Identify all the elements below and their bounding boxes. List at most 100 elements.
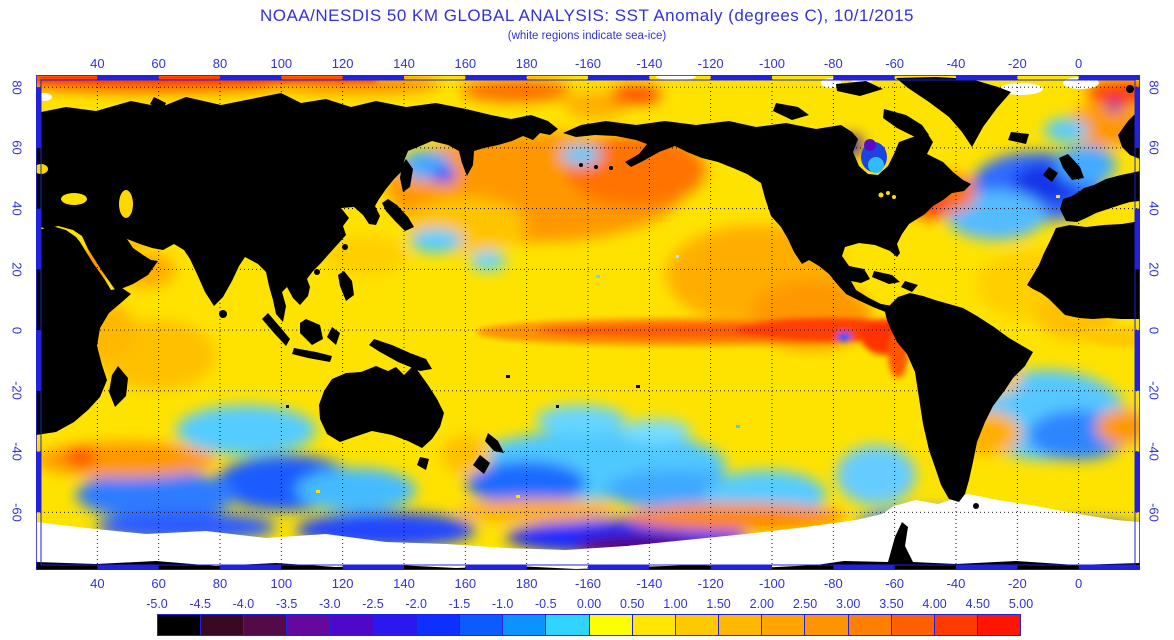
frame-zebra-segment	[36, 330, 41, 391]
frame-zebra-segment	[588, 565, 650, 570]
lat-label-right: 0	[1146, 326, 1162, 334]
colorbar-cell-0	[158, 615, 201, 635]
lon-label-bottom: 100	[270, 575, 293, 591]
colorbar-tick-label: 5.00	[1008, 597, 1034, 611]
frame-zebra-segment	[342, 565, 404, 570]
land-new-guinea	[369, 339, 432, 371]
frame-zebra-segment	[220, 75, 282, 80]
land-north-america	[563, 121, 971, 313]
land-borneo	[300, 319, 323, 345]
land-aleutians-1	[579, 163, 583, 167]
land-sulawesi	[327, 327, 340, 345]
lat-label-right: -60	[1146, 502, 1162, 522]
colorbar-cell-10	[588, 615, 632, 635]
colorbar-cell-5	[372, 615, 416, 635]
colorbar-tick-label: 0.50	[620, 597, 645, 611]
great-lakes-2	[886, 191, 890, 195]
lon-label-bottom: 80	[212, 575, 228, 591]
land-new-zealand-north	[485, 433, 504, 453]
colorbar	[157, 614, 1021, 636]
frame-zebra-segment	[956, 75, 1018, 80]
hudson-bay-water-cyan	[868, 157, 884, 173]
lon-label-top: 80	[212, 55, 228, 71]
land-ellesmere	[836, 81, 883, 96]
caspian-sea	[119, 190, 133, 218]
lon-label-top: -100	[758, 55, 786, 71]
frame-zebra-segment	[588, 75, 650, 80]
frame-zebra-segment	[710, 75, 772, 80]
lon-label-bottom: -40	[946, 575, 966, 591]
land-japan	[382, 199, 414, 231]
lon-label-bottom: -160	[574, 575, 602, 591]
land-ireland	[1043, 167, 1058, 182]
great-lakes-1	[878, 192, 884, 198]
frame-zebra-segment	[1135, 87, 1140, 148]
lat-label-left: -20	[9, 381, 25, 401]
colorbar-tick-label: -2.0	[405, 597, 427, 611]
land-sakhalin	[400, 159, 413, 192]
frame-zebra-segment	[220, 565, 282, 570]
colorbar-cell-19	[976, 615, 1021, 635]
colorbar-tick-label: 3.00	[836, 597, 861, 611]
land-new-zealand-south	[473, 455, 490, 474]
frame-zebra-segment	[710, 565, 772, 570]
colorbar-tick-label: 2.50	[792, 597, 818, 611]
lat-label-right: 40	[1146, 201, 1162, 216]
colorbar-cell-3	[286, 615, 330, 635]
colorbar-tick-label: 1.00	[663, 597, 688, 611]
colorbar-cell-8	[502, 615, 546, 635]
lat-label-right: -20	[1146, 381, 1162, 401]
frame-zebra-segment	[342, 75, 404, 80]
lon-label-top: 60	[151, 55, 166, 71]
land-sumatra	[262, 313, 290, 346]
lon-label-top: -80	[823, 55, 843, 71]
frame-zebra-segment	[36, 208, 41, 270]
inland-waters	[36, 139, 896, 218]
lon-label-bottom: -140	[636, 575, 663, 591]
land-aleutians-3	[609, 166, 613, 170]
land-australia	[319, 361, 444, 448]
lat-label-left: -60	[9, 502, 25, 522]
anomaly-blobs-sharp	[36, 75, 1140, 378]
land-baffin	[883, 109, 929, 137]
lon-label-top: 120	[331, 55, 354, 71]
lon-label-bottom: -20	[1007, 575, 1027, 591]
lon-label-bottom: 180	[515, 575, 538, 591]
land-eurasia	[36, 93, 558, 322]
land-west-europe	[1060, 171, 1140, 222]
lat-label-right: 60	[1146, 140, 1162, 156]
lon-label-top: -40	[946, 55, 966, 71]
colorbar-cell-6	[415, 615, 460, 635]
colorbar-tick-label: 4.50	[965, 597, 990, 611]
colorbar-tick-label: -3.0	[319, 597, 341, 611]
land-iceland	[1008, 132, 1029, 144]
land-philippines	[338, 271, 354, 301]
land-tasmania	[417, 457, 429, 470]
frame-zebra-segment	[97, 75, 159, 80]
lon-label-top: -60	[885, 55, 905, 71]
colorbar-tick-label: 3.50	[879, 597, 904, 611]
colorbar-cell-11	[631, 615, 675, 635]
colorbar-tick-label: 4.00	[922, 597, 947, 611]
lat-label-left: 80	[9, 79, 25, 95]
land-cuba	[872, 271, 900, 284]
frame-zebra-segment	[956, 565, 1018, 570]
lat-label-right: -40	[1146, 442, 1162, 461]
lon-label-bottom: -120	[697, 575, 724, 591]
land-great-britain	[1059, 154, 1084, 180]
colorbar-tick-label: -3.5	[275, 597, 298, 611]
colorbar-tick-label: -4.0	[232, 597, 255, 611]
page-subtitle: (white regions indicate sea-ice)	[507, 30, 667, 42]
lon-label-bottom: 0	[1075, 575, 1083, 591]
baltic-sea	[36, 164, 48, 174]
colorbar-cell-7	[459, 615, 503, 635]
black-sea	[61, 193, 87, 205]
land-madagascar	[109, 366, 128, 407]
frame-zebra-segment	[97, 565, 159, 570]
colorbar-cell-13	[718, 615, 762, 635]
lat-label-right: 80	[1146, 79, 1162, 95]
frame-zebra-segment	[1078, 565, 1140, 570]
colorbar-cell-2	[243, 615, 287, 635]
colorbar-cell-17	[890, 615, 934, 635]
